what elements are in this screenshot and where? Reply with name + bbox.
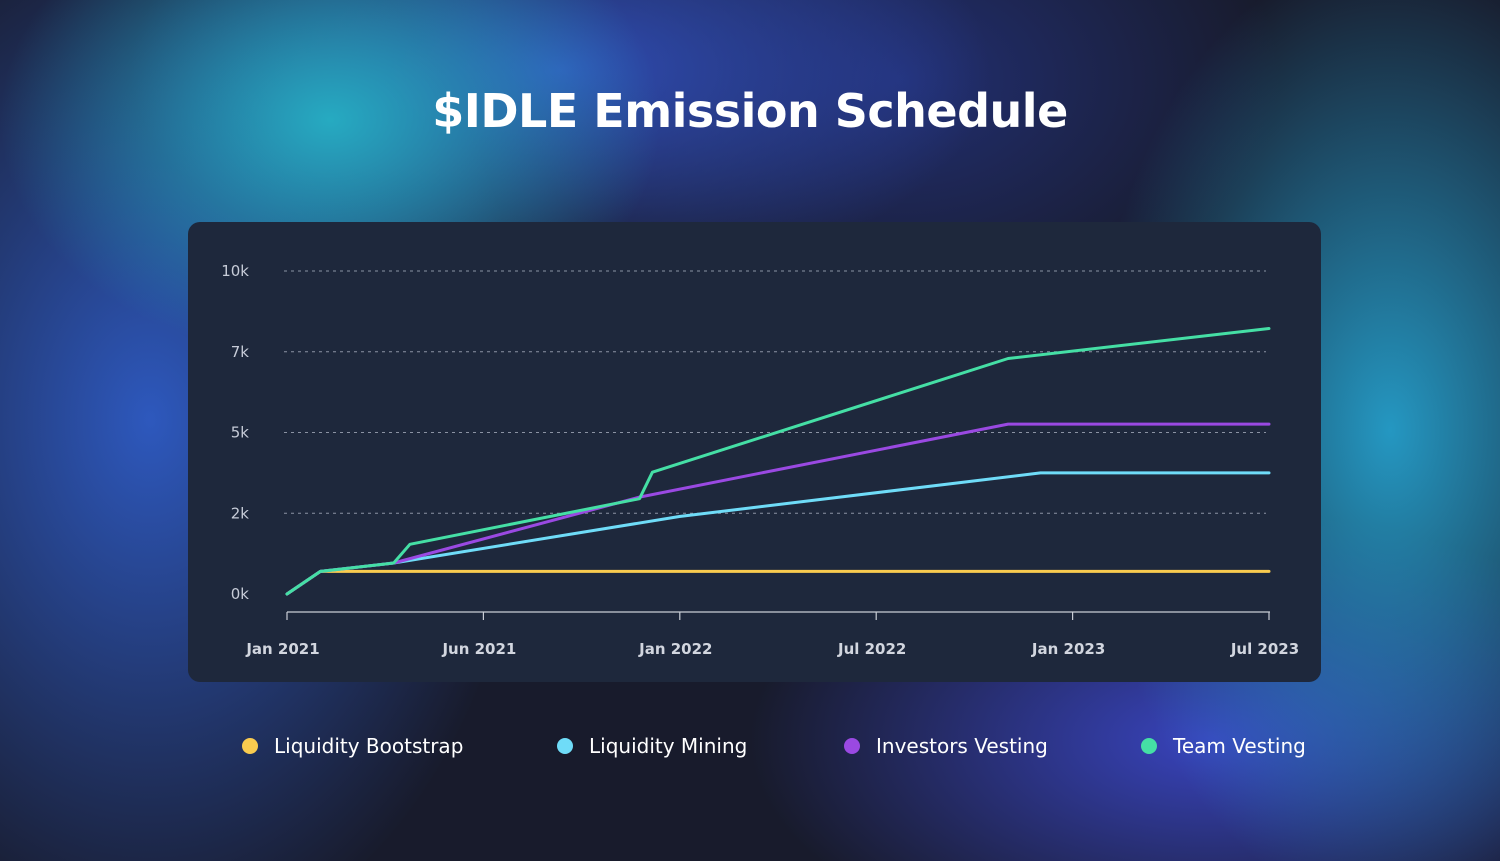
legend-dot-icon	[242, 738, 258, 754]
legend-label: Investors Vesting	[876, 734, 1048, 758]
series-line-team-vesting	[285, 327, 1271, 596]
legend-item-liquidity-bootstrap: Liquidity Bootstrap	[242, 734, 463, 758]
y-tick-label: 2k	[231, 504, 250, 522]
legend-label: Liquidity Mining	[589, 734, 748, 758]
legend-dot-icon	[844, 738, 860, 754]
x-tick-label: Jan 2022	[638, 640, 712, 658]
x-tick-label: Jan 2021	[245, 640, 319, 658]
chart-title: $IDLE Emission Schedule	[432, 84, 1068, 138]
y-tick-label: 7k	[231, 343, 250, 361]
legend-dot-icon	[1141, 738, 1157, 754]
legend-label: Liquidity Bootstrap	[274, 734, 464, 758]
y-tick-label: 0k	[231, 585, 250, 603]
legend-dot-icon	[557, 738, 573, 754]
y-tick-label: 10k	[221, 262, 249, 280]
x-tick-label: Jul 2022	[837, 640, 906, 658]
legend-item-liquidity-mining: Liquidity Mining	[557, 734, 747, 758]
series-line-investors-vesting	[285, 422, 1271, 596]
chart-legend: Liquidity Bootstrap Liquidity Mining Inves…	[0, 734, 1500, 764]
series-line-liquidity-mining	[285, 471, 1271, 596]
line-chart: 0k 2k 5k 7k 10k Jan 2021 Jun 2021 Jan 2022 Jul 2…	[221, 262, 1299, 658]
chart-panel: 0k 2k 5k 7k 10k Jan 2021 Jun 2021 Jan 2022 Jul 2…	[188, 222, 1321, 682]
series-line-liquidity-bootstrap	[285, 569, 1271, 596]
legend-label: Team Vesting	[1173, 734, 1306, 758]
legend-item-team-vesting: Team Vesting	[1141, 734, 1306, 758]
x-tick-label: Jan 2023	[1031, 640, 1105, 658]
x-tick-label: Jul 2023	[1230, 640, 1299, 658]
legend-item-investors-vesting: Investors Vesting	[844, 734, 1048, 758]
x-tick-label: Jun 2021	[441, 640, 516, 658]
y-tick-label: 5k	[231, 424, 250, 442]
